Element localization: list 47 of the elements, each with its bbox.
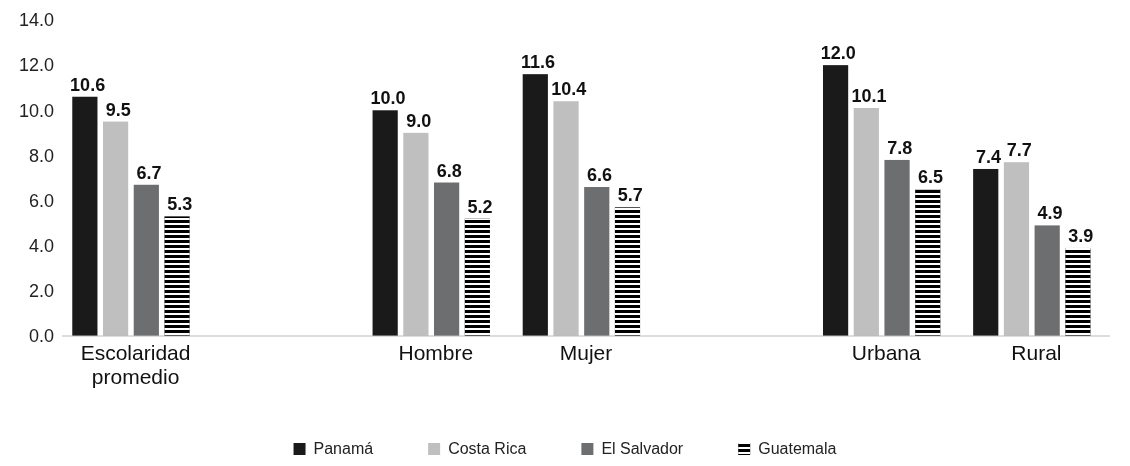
data-label: 6.8 — [436, 160, 462, 181]
bar — [434, 182, 460, 336]
bar — [72, 96, 98, 336]
y-tick-label: 2.0 — [28, 281, 54, 302]
data-label: 5.3 — [167, 194, 193, 215]
data-label: 5.2 — [467, 196, 493, 217]
bar — [372, 110, 398, 336]
bar — [1034, 225, 1060, 336]
x-tick-label: Hombre — [398, 341, 474, 364]
data-label: 10.0 — [370, 88, 406, 109]
data-label: 10.1 — [851, 86, 887, 107]
x-tick-label: Urbana — [851, 341, 922, 364]
bar — [973, 168, 999, 336]
data-label: 3.9 — [1068, 225, 1094, 246]
bar — [884, 159, 910, 336]
x-tick-label: Mujer — [559, 341, 613, 364]
data-label: 7.4 — [975, 146, 1002, 167]
data-label: 6.6 — [587, 165, 613, 186]
data-label: 9.5 — [105, 99, 131, 120]
data-label: 6.7 — [136, 162, 162, 183]
legend-label: Guatemala — [758, 440, 837, 457]
bar — [822, 65, 849, 336]
bar — [133, 184, 159, 336]
x-tick-label: Escolaridad promedio — [80, 341, 191, 389]
y-tick-label: 8.0 — [28, 145, 54, 166]
data-label: 6.5 — [918, 167, 944, 188]
data-label: 5.7 — [617, 185, 643, 206]
legend-label: Panamá — [313, 440, 374, 457]
y-tick-label: 0.0 — [28, 326, 54, 347]
y-tick-label: 4.0 — [28, 235, 54, 256]
y-tick-label: 6.0 — [28, 190, 54, 211]
y-tick-label: 12.0 — [18, 55, 54, 76]
y-tick-label: 10.0 — [18, 100, 54, 121]
data-label: 7.8 — [887, 137, 913, 158]
x-tick-label: Rural — [1011, 341, 1062, 364]
legend-label: Costa Rica — [448, 440, 527, 457]
y-tick-label: 14.0 — [18, 10, 54, 31]
data-label: 4.9 — [1037, 203, 1063, 224]
bar — [584, 187, 610, 336]
data-label: 10.4 — [551, 79, 587, 100]
data-label: 9.0 — [406, 110, 432, 131]
data-label: 12.0 — [820, 43, 856, 64]
bar — [522, 74, 548, 336]
data-label: 11.6 — [521, 52, 556, 73]
data-label: 7.7 — [1006, 140, 1032, 161]
legend-label: El Salvador — [601, 440, 684, 457]
data-label: 10.6 — [70, 74, 106, 95]
